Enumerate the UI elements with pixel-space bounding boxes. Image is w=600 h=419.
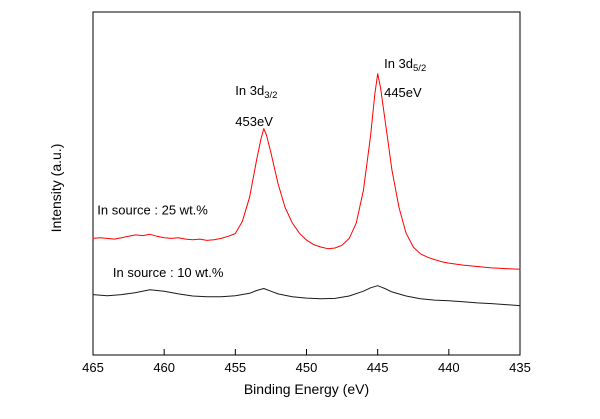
x-tick-label: 435 — [509, 360, 531, 375]
x-tick-label: 445 — [367, 360, 389, 375]
x-axis-label: Binding Energy (eV) — [243, 381, 370, 397]
x-tick-label: 440 — [438, 360, 460, 375]
plot-frame — [92, 11, 521, 356]
y-axis-label: Intensity (a.u.) — [48, 143, 64, 233]
peak-annotation-0: In 3d3/2 — [235, 83, 277, 101]
peak-annotation-3: 445eV — [384, 85, 422, 100]
series-line-25wt — [92, 73, 521, 270]
series-line-10wt — [92, 285, 521, 307]
peak-annotation-subscript: 3/2 — [264, 90, 277, 101]
x-tick-label: 455 — [224, 360, 246, 375]
x-tick-label: 465 — [82, 360, 104, 375]
peak-annotation-2: In 3d5/2 — [384, 56, 426, 74]
series-label-10wt: In source : 10 wt.% — [113, 265, 224, 280]
peak-annotation-subscript: 5/2 — [413, 63, 426, 74]
x-tick-label: 460 — [153, 360, 175, 375]
x-tick-label: 450 — [296, 360, 318, 375]
series-label-25wt: In source : 25 wt.% — [97, 202, 208, 217]
peak-annotation-1: 453eV — [235, 114, 273, 129]
